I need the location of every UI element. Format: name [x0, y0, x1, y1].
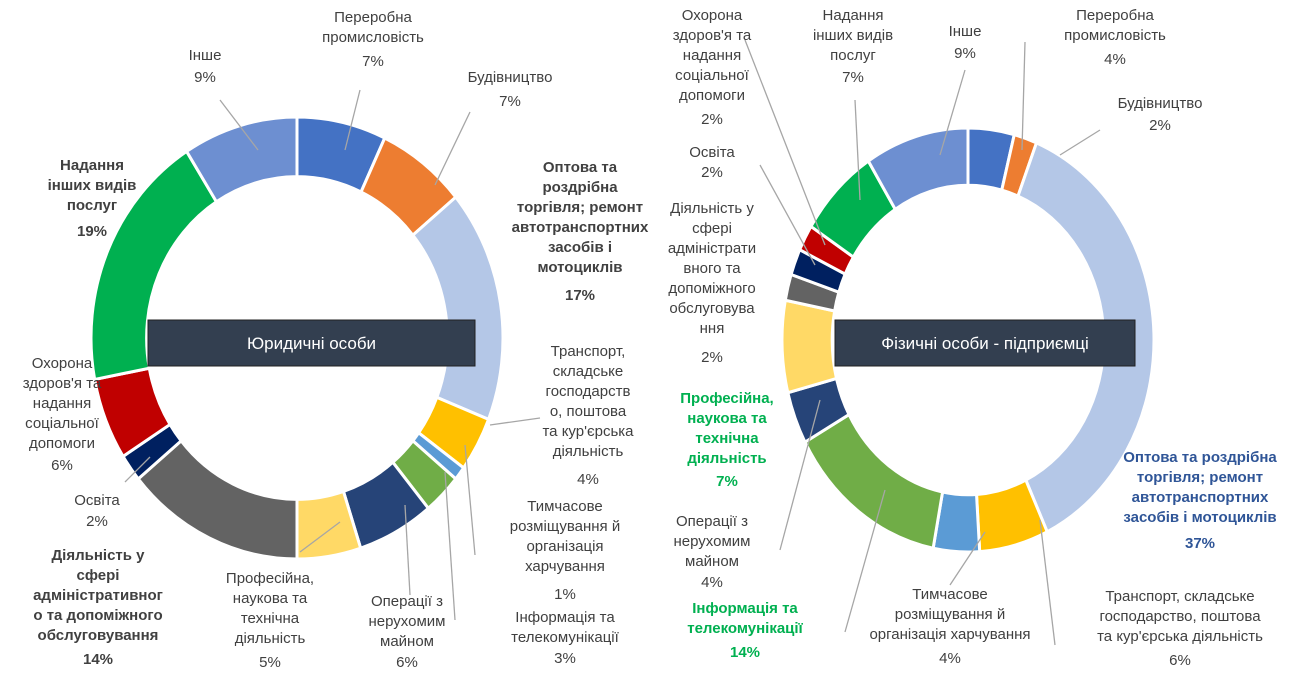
value-label: 4%: [1104, 51, 1126, 68]
category-label: Надання інших видів послуг: [813, 7, 893, 64]
value-label: 2%: [1149, 117, 1171, 134]
category-label: Професійна, наукова та технічна діяльність: [226, 570, 314, 647]
leader-line: [124, 456, 151, 483]
value-label: 6%: [396, 654, 418, 671]
leader-line: [464, 444, 476, 556]
value-label: 6%: [51, 457, 73, 474]
leader-line: [1059, 129, 1101, 156]
value-label: 7%: [842, 69, 864, 86]
leader-line: [444, 471, 456, 621]
category-label: Переробна промисловість: [1064, 7, 1166, 44]
category-label: Транспорт, складське господарство, поштов…: [1097, 588, 1263, 645]
category-label: Освіта: [74, 492, 120, 509]
leader-line: [759, 164, 816, 266]
donut-segment: [184, 115, 299, 204]
leader-line: [949, 531, 986, 586]
value-label: 2%: [701, 111, 723, 128]
category-label: Тимчасове розміщування й організація харчу…: [869, 586, 1030, 643]
leader-line: [299, 521, 341, 553]
category-label: Надання інших видів послуг: [48, 157, 137, 214]
value-label: 7%: [362, 53, 384, 70]
category-label: Діяльність у сфері адміністративног о та до…: [33, 547, 163, 644]
leader-line: [344, 89, 361, 151]
value-label: 4%: [939, 650, 961, 667]
leader-line: [744, 39, 826, 246]
value-label: 7%: [499, 93, 521, 110]
category-label: Діяльність у сфері адміністрати вного та доп…: [668, 200, 756, 337]
category-label: Операції з нерухомим майном: [369, 593, 446, 650]
leader-line: [939, 69, 966, 156]
value-label: 1%: [554, 586, 576, 603]
category-label: Інше: [189, 47, 222, 64]
leader-line: [434, 111, 471, 186]
value-label: 14%: [730, 644, 760, 661]
value-label: 4%: [701, 574, 723, 591]
category-label: Транспорт, складське господарств о, поштова…: [542, 343, 634, 460]
value-label: 2%: [701, 164, 723, 181]
leader-line: [489, 417, 541, 426]
value-label: 5%: [259, 654, 281, 671]
category-label: Освіта: [689, 144, 735, 161]
category-label: Тимчасове розміщування й організація харчув…: [510, 498, 620, 575]
category-label: Будівництво: [468, 69, 553, 86]
value-label: 19%: [77, 223, 107, 240]
donut-segment: [1016, 140, 1156, 534]
value-label: 14%: [83, 651, 113, 668]
donut-segment: [866, 126, 970, 212]
value-label: 2%: [86, 513, 108, 530]
center-box: [834, 319, 1136, 367]
center-box: [147, 319, 476, 367]
leader-line: [779, 399, 821, 551]
value-label: 7%: [716, 473, 738, 490]
category-label: Оптова та роздрібна торгівля; ремонт автот…: [1123, 449, 1277, 526]
leader-line: [219, 99, 259, 151]
chart-title: Фізичні особи - підприємці: [881, 334, 1089, 353]
category-label: Охорона здоров'я та надання соціальної допом…: [673, 7, 752, 104]
leader-line: [844, 489, 886, 633]
leader-line: [1021, 41, 1026, 151]
leader-line: [1039, 519, 1056, 646]
value-label: 9%: [954, 45, 976, 62]
value-label: 6%: [1169, 652, 1191, 669]
leader-line: [404, 504, 411, 596]
category-label: Інше: [949, 23, 982, 40]
category-label: Переробна промисловість: [322, 9, 424, 46]
donut-segment: [410, 194, 505, 422]
value-label: 37%: [1185, 535, 1215, 552]
category-label: Охорона здоров'я та надання соціальної допом…: [23, 355, 102, 452]
chart-title: Юридичні особи: [247, 334, 376, 353]
category-label: Інформація та телекомунікації: [687, 600, 803, 637]
value-label: 17%: [565, 287, 595, 304]
leader-line: [854, 99, 861, 201]
value-label: 2%: [701, 349, 723, 366]
category-label: Будівництво: [1118, 95, 1203, 112]
category-label: Операції з нерухомим майном: [674, 513, 751, 570]
value-label: 4%: [577, 471, 599, 488]
value-label: 9%: [194, 69, 216, 86]
donut-segment: [780, 298, 839, 395]
value-label: 3%: [554, 650, 576, 667]
category-label: Професійна, наукова та технічна діяльність: [680, 390, 773, 467]
category-label: Оптова та роздрібна торгівля; ремонт автотр…: [512, 159, 649, 276]
category-label: Інформація та телекомунікації: [511, 609, 619, 646]
